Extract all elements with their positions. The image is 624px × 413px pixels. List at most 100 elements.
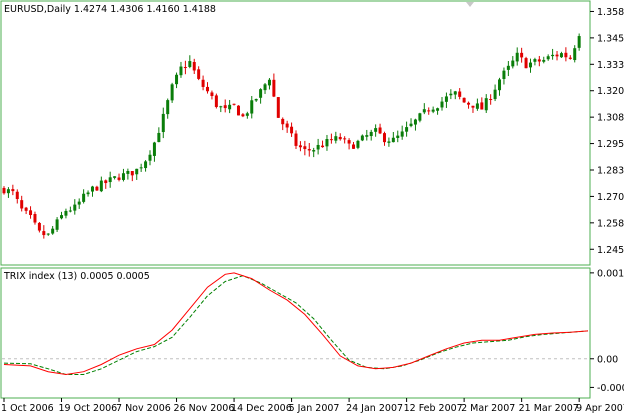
candle-body <box>555 54 559 57</box>
time-tick-label: 5 Jan 2007 <box>289 403 340 413</box>
price-tick-label: 1.2455 <box>597 245 624 256</box>
candle-body <box>161 113 165 133</box>
price-tick-label: 1.3205 <box>597 86 624 97</box>
time-tick-label: 12 Feb 2007 <box>404 403 463 413</box>
candle-body <box>537 59 541 62</box>
candle-body <box>77 201 81 205</box>
candle-body <box>99 180 103 192</box>
candle-body <box>533 59 537 62</box>
candle-body <box>440 101 444 108</box>
candle-body <box>338 136 342 140</box>
price-tick-label: 1.3580 <box>597 7 624 18</box>
candle-body <box>515 52 519 62</box>
candle-body <box>546 56 550 60</box>
candle-body <box>55 219 59 230</box>
candle-body <box>90 186 94 192</box>
time-tick-label: 9 Apr 2007 <box>576 403 624 413</box>
candle-body <box>396 135 400 138</box>
time-tick-label: 2 Mar 2007 <box>461 403 515 413</box>
candle-body <box>188 61 192 67</box>
candle-body <box>475 103 479 109</box>
candle-body <box>241 114 245 117</box>
candle-body <box>263 84 267 91</box>
candle-body <box>484 98 488 111</box>
candle-body <box>360 135 364 141</box>
candle-body <box>46 233 50 235</box>
price-tick-label: 1.3455 <box>597 33 624 44</box>
candle-body <box>573 48 577 61</box>
price-chart-title: EURUSD,Daily 1.4274 1.4306 1.4160 1.4188 <box>4 4 216 15</box>
candle-body <box>312 150 316 152</box>
candle-body <box>104 180 108 184</box>
candle-body <box>179 66 183 76</box>
candle-body <box>24 207 28 211</box>
scroll-marker-icon[interactable] <box>466 2 474 7</box>
candle-body <box>413 119 417 125</box>
candle-body <box>166 100 170 115</box>
candle-body <box>170 84 174 101</box>
candle-body <box>272 79 276 97</box>
candle-body <box>281 118 285 125</box>
candle-body <box>467 102 471 105</box>
candle-body <box>329 139 333 141</box>
candle-body <box>108 177 112 183</box>
price-axis[interactable]: 1.3580 1.3455 1.3330 1.3205 1.3080 1.2955 1.28… <box>590 7 624 256</box>
candle-body <box>29 210 33 216</box>
trix-chart-title: TRIX index (13) 0.0005 0.0005 <box>3 271 150 282</box>
candle-body <box>321 145 325 148</box>
candle-body <box>462 97 466 103</box>
candle-body <box>267 79 271 86</box>
candle-body <box>214 95 218 107</box>
candle-body <box>139 167 143 169</box>
price-tick-label: 1.3330 <box>597 60 624 71</box>
candle-body <box>228 104 232 110</box>
candle-body <box>254 98 258 101</box>
candle-body <box>356 140 360 148</box>
candle-body <box>502 70 506 79</box>
candle-body <box>489 99 493 101</box>
candle-body <box>422 109 426 113</box>
time-tick-label: 7 Nov 2006 <box>116 403 171 413</box>
candle-body <box>498 79 502 91</box>
candle-body <box>86 192 90 195</box>
price-tick-label: 1.2830 <box>597 165 624 176</box>
candle-body <box>506 65 510 70</box>
candle-body <box>192 61 196 71</box>
candle-body <box>121 173 125 180</box>
candle-body <box>42 231 46 236</box>
candle-body <box>369 131 373 137</box>
candle-body <box>68 210 72 212</box>
candle-body <box>250 100 254 114</box>
candle-body <box>285 123 289 128</box>
candle-body <box>135 168 139 175</box>
time-tick-label: 1 Oct 2006 <box>1 403 54 413</box>
time-tick-label: 14 Dec 2006 <box>231 403 292 413</box>
candle-body <box>551 54 555 57</box>
candle-body <box>15 191 19 200</box>
candle-body <box>117 177 121 180</box>
price-tick-label: 1.2580 <box>597 218 624 229</box>
trix-tick-label: 0.00 <box>597 354 618 365</box>
trix-axis[interactable]: 0.0012 0.00 -0.0004 <box>590 268 624 394</box>
candle-body <box>95 186 99 191</box>
candle-body <box>201 79 205 87</box>
candle-body <box>236 105 240 116</box>
candle-body <box>577 36 581 48</box>
candle-body <box>436 108 440 111</box>
trix-pane-frame <box>0 267 591 399</box>
candle-body <box>303 146 307 150</box>
candle-body <box>130 171 134 176</box>
candle-body <box>347 140 351 144</box>
candle-body <box>316 144 320 150</box>
candle-body <box>431 109 435 112</box>
candle-body <box>365 135 369 137</box>
candle-body <box>64 210 68 216</box>
price-tick-label: 1.2705 <box>597 192 624 203</box>
price-pane-frame <box>0 0 591 266</box>
candle-body <box>33 213 37 223</box>
candle-body <box>444 96 448 102</box>
candle-body <box>493 89 497 100</box>
